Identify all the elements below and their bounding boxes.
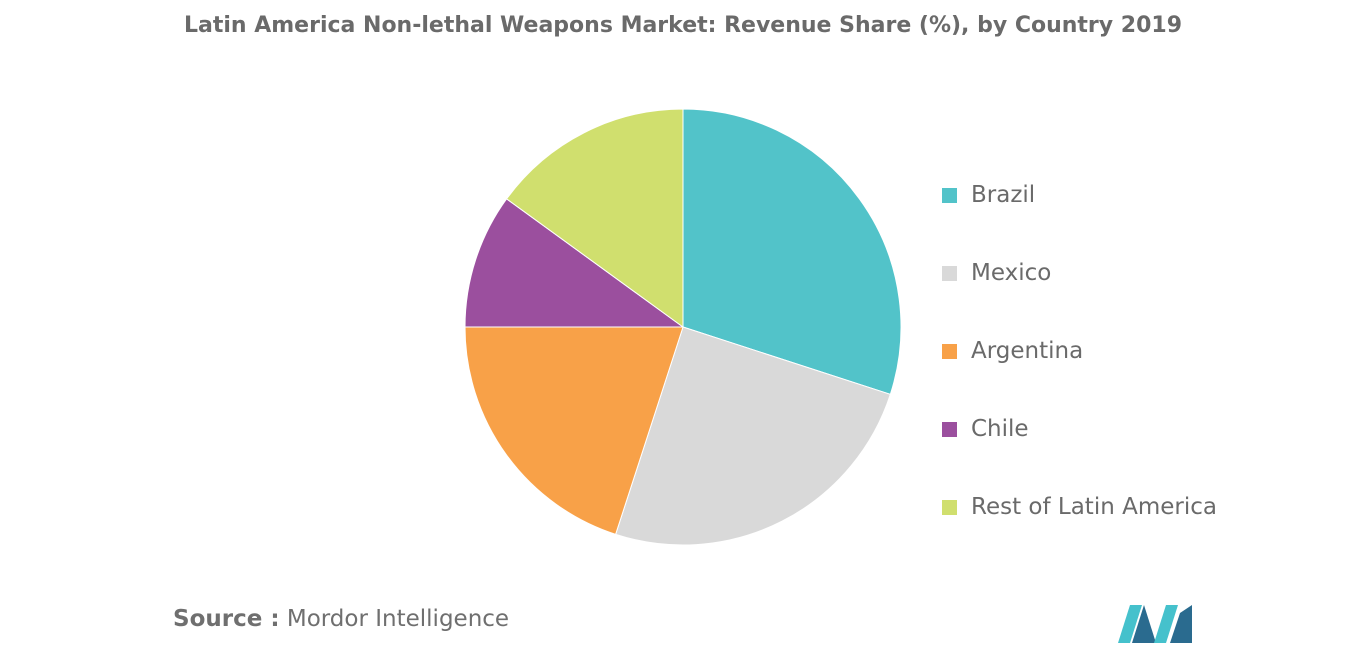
source-text: Mordor Intelligence xyxy=(286,606,510,632)
legend-swatch xyxy=(942,187,957,203)
legend-label: Argentina xyxy=(971,338,1084,364)
legend-item-rest-of-latin-america: Rest of Latin America xyxy=(942,468,1217,546)
legend-item-chile: Chile xyxy=(942,390,1217,468)
source-prefix: Source : xyxy=(173,606,280,632)
legend-swatch xyxy=(942,265,957,281)
legend-label: Brazil xyxy=(971,182,1036,208)
legend-swatch xyxy=(942,421,957,437)
legend-label: Mexico xyxy=(971,260,1052,286)
pie-slice-mexico xyxy=(614,326,891,546)
mordor-intelligence-logo-icon xyxy=(1118,605,1192,643)
pie-slice-brazil xyxy=(682,108,902,396)
legend-label: Rest of Latin America xyxy=(971,494,1217,520)
legend-swatch xyxy=(942,343,957,359)
legend-item-argentina: Argentina xyxy=(942,312,1217,390)
pie-slice-rest-of-latin-america xyxy=(505,108,684,328)
legend-label: Chile xyxy=(971,416,1029,442)
pie-slice-chile xyxy=(464,198,685,328)
chart-title: Latin America Non-lethal Weapons Market:… xyxy=(183,13,1182,38)
legend-item-brazil: Brazil xyxy=(942,156,1217,234)
legend-item-mexico: Mexico xyxy=(942,234,1217,312)
legend-swatch xyxy=(942,499,957,515)
pie-slice-argentina xyxy=(464,326,684,535)
chart-legend: Brazil Mexico Argentina Chile Rest of La… xyxy=(942,156,1217,546)
source-note: Source : Mordor Intelligence xyxy=(173,606,509,632)
